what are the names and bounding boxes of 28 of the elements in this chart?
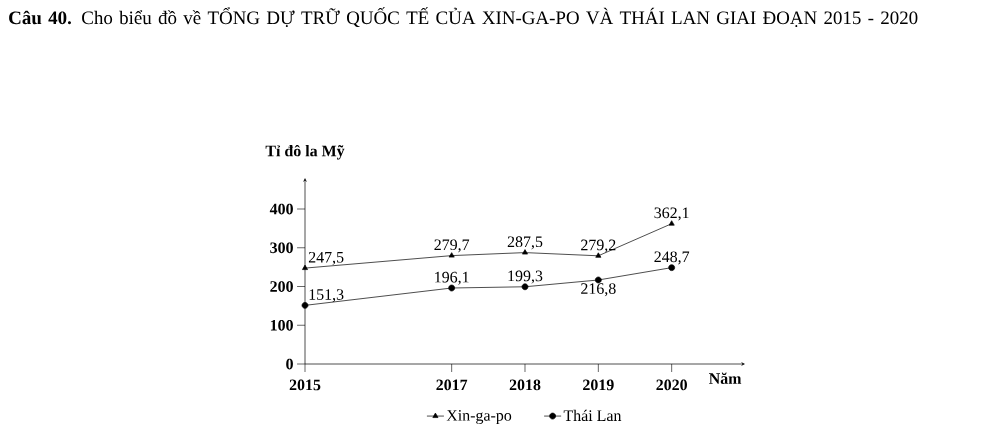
data-label: 247,5 <box>308 251 344 265</box>
x-tick-label: 2017 <box>436 379 468 391</box>
x-tick-label: 2019 <box>583 379 614 391</box>
legend-label: Xin-ga-po <box>446 410 512 425</box>
y-tick-label: 400 <box>269 203 293 215</box>
data-label: 279,7 <box>434 239 470 253</box>
chart-title: Câu 40. Cho biểu đồ về TỔNG DỰ TRỮ QUỐC TẾ CỦA XIN-GA-PO VÀ THÁI LAN GIAI ĐOẠN 2015 - 2020 <box>9 7 918 28</box>
data-label: 151,3 <box>309 289 344 303</box>
x-tick-label: 2015 <box>289 379 321 391</box>
y-tick-label: 300 <box>270 242 293 254</box>
data-label: 287,5 <box>507 236 543 250</box>
point <box>522 249 528 255</box>
data-label: 279,2 <box>581 239 616 253</box>
y-axis-title: Tỉ đô la Mỹ <box>265 144 345 160</box>
point <box>301 302 309 309</box>
point <box>302 264 308 270</box>
x-axis-title: Năm <box>709 372 742 384</box>
data-label: 199,3 <box>508 270 543 284</box>
x-tick-label: 2020 <box>656 379 687 391</box>
data-label: 196,1 <box>435 271 469 285</box>
y-tick-label: 200 <box>270 281 293 292</box>
data-label: 248,7 <box>654 251 690 265</box>
y-tick-label: 100 <box>270 319 293 331</box>
data-label: 362,1 <box>654 207 689 221</box>
legend-label: Thái Lan <box>563 409 622 422</box>
data-label: 216,8 <box>581 283 616 297</box>
y-tick-label: 0 <box>286 358 293 370</box>
x-tick-label: 2018 <box>509 379 541 391</box>
